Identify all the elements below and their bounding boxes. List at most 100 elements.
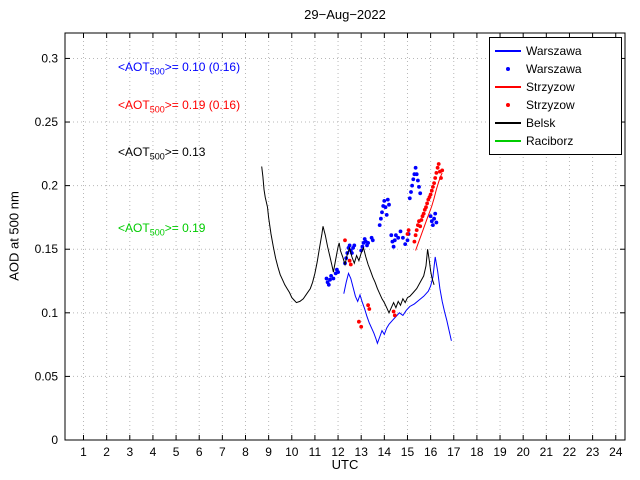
series-point-strzyzow bbox=[391, 309, 396, 314]
series-point-warszawa bbox=[326, 282, 331, 287]
x-tick-label: 18 bbox=[470, 445, 484, 459]
series-line-belsk bbox=[261, 166, 435, 315]
series-point-strzyzow bbox=[419, 218, 424, 222]
x-tick-label: 11 bbox=[309, 445, 322, 459]
series-point-warszawa bbox=[401, 235, 405, 240]
series-point-strzyzow bbox=[359, 324, 364, 329]
line-glyph bbox=[495, 86, 521, 88]
annotation-aot500-belsk: <AOT500>= 0.13 bbox=[118, 145, 206, 162]
x-tick-label: 17 bbox=[447, 445, 461, 459]
series-point-warszawa bbox=[382, 199, 387, 203]
series-point-warszawa bbox=[416, 178, 420, 183]
series-point-strzyzow bbox=[433, 176, 438, 180]
series-point-warszawa bbox=[352, 243, 357, 248]
legend-label: Warszawa bbox=[526, 62, 582, 76]
x-tick-label: 8 bbox=[242, 445, 249, 459]
series-point-warszawa bbox=[324, 276, 329, 281]
series-point-warszawa bbox=[387, 202, 391, 207]
series-point-warszawa bbox=[403, 242, 408, 247]
series-point-warszawa bbox=[431, 223, 435, 228]
series-point-warszawa bbox=[347, 243, 352, 248]
legend-dot-marker bbox=[490, 67, 526, 71]
series-point-warszawa bbox=[407, 196, 412, 201]
series-point-strzyzow bbox=[425, 201, 429, 206]
legend-item-strzyzow: Strzyzow bbox=[490, 96, 621, 114]
legend-item-strzyzow: Strzyzow bbox=[490, 78, 621, 96]
legend-label: Strzyzow bbox=[526, 98, 575, 112]
series-point-strzyzow bbox=[412, 239, 417, 244]
y-axis-label: AOD at 500 nm bbox=[6, 191, 22, 281]
x-tick-label: 9 bbox=[265, 445, 272, 459]
y-tick-label: 0.1 bbox=[41, 306, 58, 320]
y-tick-label: 0.3 bbox=[41, 51, 58, 65]
series-point-warszawa bbox=[428, 214, 433, 219]
x-axis-label: UTC bbox=[331, 457, 359, 472]
series-point-strzyzow bbox=[406, 228, 411, 233]
series-point-warszawa bbox=[429, 219, 434, 224]
series-line-warszawa bbox=[343, 256, 452, 345]
x-tick-label: 16 bbox=[424, 445, 438, 459]
line-glyph bbox=[495, 122, 521, 124]
series-point-strzyzow bbox=[440, 168, 445, 173]
x-tick-label: 24 bbox=[609, 445, 623, 459]
series-point-strzyzow bbox=[405, 232, 410, 236]
x-tick-label: 4 bbox=[150, 445, 157, 459]
series-point-warszawa bbox=[434, 220, 439, 225]
x-tick-label: 3 bbox=[126, 445, 133, 459]
x-tick-label: 2 bbox=[103, 445, 110, 459]
y-tick-label: 0 bbox=[51, 433, 58, 447]
legend-label: Strzyzow bbox=[526, 80, 575, 94]
x-tick-label: 23 bbox=[586, 445, 600, 459]
series-point-strzyzow bbox=[428, 192, 433, 197]
legend-line-marker bbox=[490, 122, 526, 124]
series-point-warszawa bbox=[385, 197, 390, 202]
series-point-strzyzow bbox=[418, 224, 423, 229]
series-point-strzyzow bbox=[367, 307, 372, 311]
legend-line-marker bbox=[490, 50, 526, 52]
series-point-warszawa bbox=[379, 216, 383, 221]
series-point-warszawa bbox=[329, 274, 333, 278]
series-point-strzyzow bbox=[435, 165, 440, 170]
dot-glyph bbox=[506, 103, 510, 107]
series-point-warszawa bbox=[432, 216, 436, 221]
series-point-strzyzow bbox=[424, 205, 428, 210]
dot-glyph bbox=[506, 67, 510, 71]
series-point-warszawa bbox=[409, 190, 413, 194]
series-point-warszawa bbox=[366, 241, 370, 245]
series-point-strzyzow bbox=[431, 185, 435, 189]
x-tick-label: 22 bbox=[563, 445, 577, 459]
series-point-warszawa bbox=[392, 238, 397, 243]
annotation-aot500-strzyzow: <AOT500>= 0.19 (0.16) bbox=[118, 98, 241, 115]
series-point-warszawa bbox=[336, 270, 340, 274]
y-tick-label: 0.15 bbox=[35, 242, 59, 256]
axes-box bbox=[64, 32, 626, 441]
series-point-warszawa bbox=[331, 276, 336, 281]
series-point-warszawa bbox=[383, 205, 388, 210]
legend-label: Raciborz bbox=[526, 134, 574, 148]
legend-label: Warszawa bbox=[526, 44, 582, 58]
series-point-strzyzow bbox=[429, 188, 434, 193]
x-tick-label: 20 bbox=[517, 445, 531, 459]
series-point-warszawa bbox=[414, 172, 419, 177]
line-glyph bbox=[495, 50, 521, 52]
y-tick-label: 0.2 bbox=[41, 179, 58, 193]
annotation-aot500-warszawa: <AOT500>= 0.10 (0.16) bbox=[118, 60, 241, 77]
series-point-strzyzow bbox=[434, 171, 439, 175]
x-tick-label: 6 bbox=[196, 445, 203, 459]
series-point-warszawa bbox=[398, 229, 403, 234]
series-point-warszawa bbox=[418, 191, 423, 196]
legend-line-marker bbox=[490, 86, 526, 88]
series-point-strzyzow bbox=[348, 262, 353, 267]
series-point-strzyzow bbox=[343, 238, 347, 243]
legend-item-belsk: Belsk bbox=[490, 114, 621, 132]
legend-item-warszawa: Warszawa bbox=[490, 42, 621, 60]
series-point-warszawa bbox=[384, 213, 389, 217]
series-point-warszawa bbox=[411, 177, 416, 182]
y-tick-label: 0.25 bbox=[35, 115, 59, 129]
series-point-warszawa bbox=[389, 233, 394, 238]
x-tick-label: 5 bbox=[173, 445, 180, 459]
legend-item-warszawa: Warszawa bbox=[490, 60, 621, 78]
series-point-strzyzow bbox=[413, 233, 418, 238]
